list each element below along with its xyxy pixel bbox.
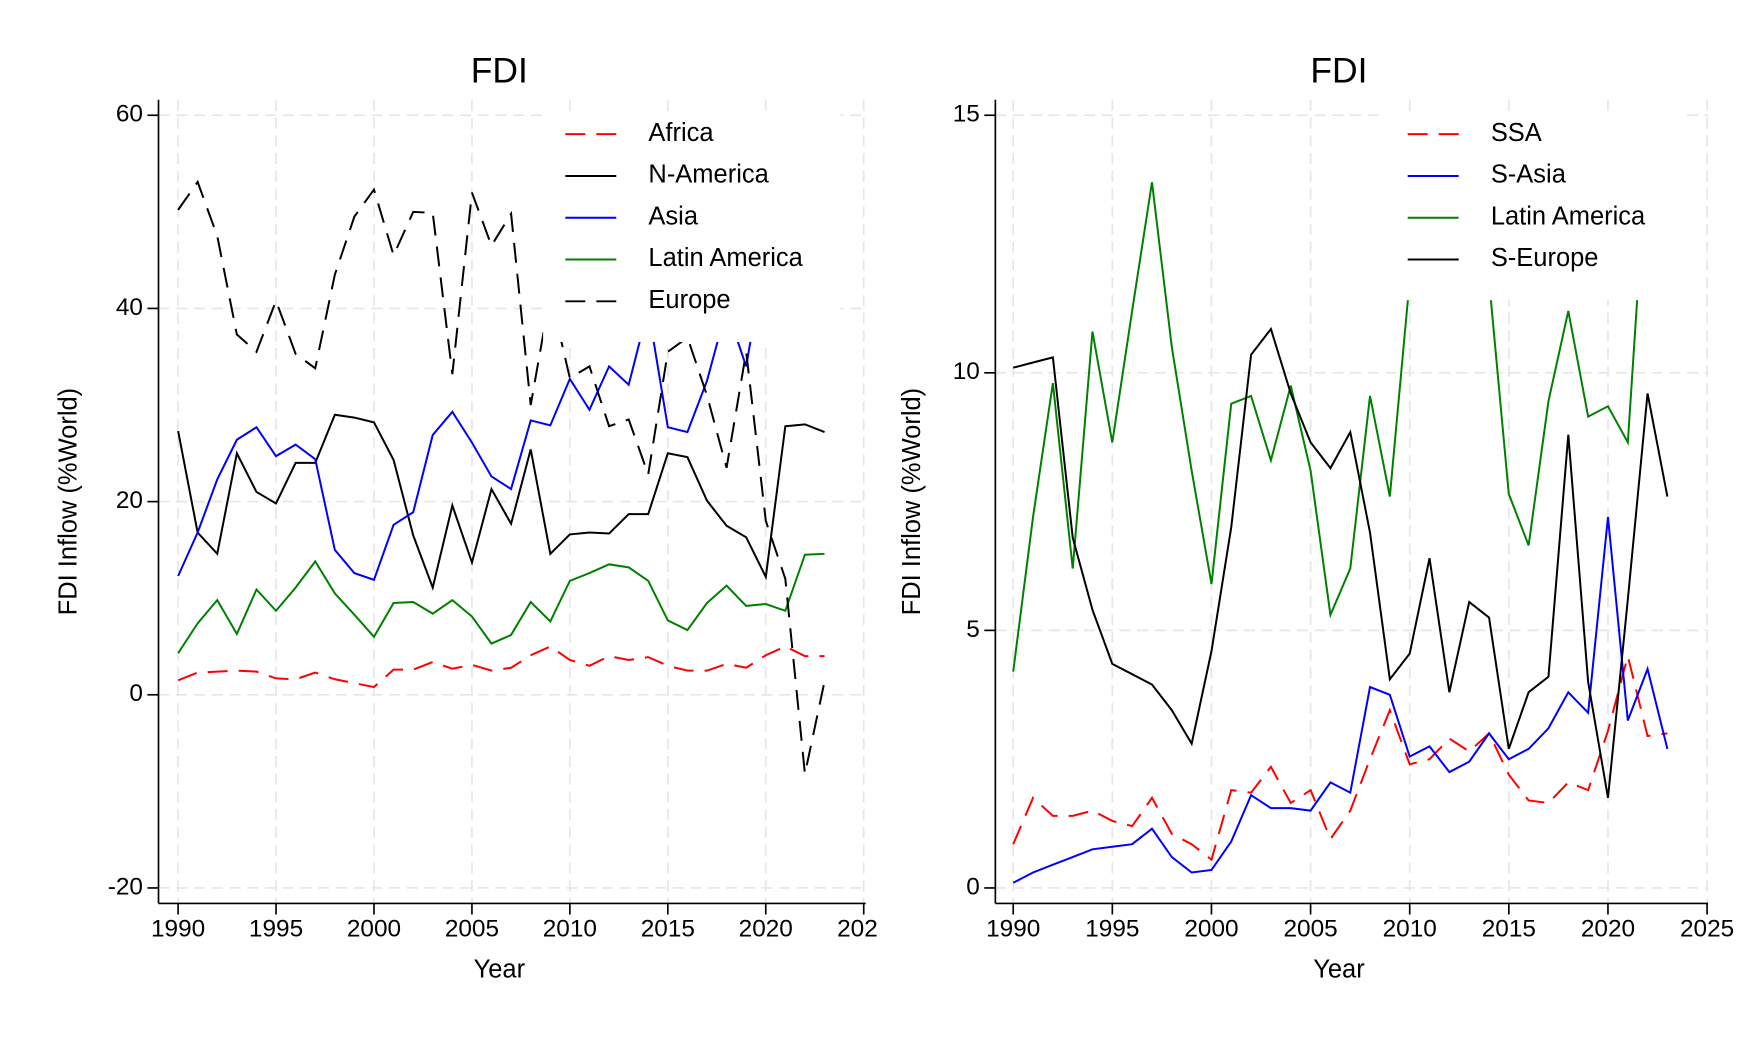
x-tick-label: 2010 — [1383, 915, 1437, 942]
x-tick-label: 1990 — [151, 915, 205, 942]
legend-box — [1385, 113, 1683, 301]
x-tick-label: 202 — [837, 915, 878, 942]
x-tick-label: 2000 — [1184, 915, 1238, 942]
x-tick-label: 2015 — [641, 915, 695, 942]
legend-label: Latin America — [1491, 202, 1646, 230]
y-tick-label: 15 — [953, 101, 980, 128]
legend-label: S-Asia — [1491, 161, 1567, 189]
y-tick-label: 40 — [116, 294, 143, 321]
x-tick-label: 1990 — [986, 915, 1040, 942]
y-tick-label: -20 — [108, 873, 143, 900]
y-tick-label: 10 — [953, 358, 980, 385]
x-tick-label: 2000 — [347, 915, 401, 942]
x-axis-label: Year — [1313, 956, 1365, 984]
legend-label: SSA — [1491, 119, 1542, 147]
legend-label: Latin America — [648, 244, 803, 272]
series-line — [1012, 326, 1669, 798]
series-line — [177, 552, 825, 654]
series-line — [1012, 134, 1668, 672]
y-axis-label: FDI Inflow (%World) — [55, 388, 83, 616]
x-tick-label: 2020 — [739, 915, 793, 942]
x-tick-label: 1995 — [1085, 915, 1139, 942]
x-tick-label: 2005 — [445, 915, 499, 942]
series-line — [177, 413, 825, 592]
y-axis-label: FDI Inflow (%World) — [898, 388, 926, 616]
chart-title: FDI — [471, 51, 528, 91]
x-tick-label: 2005 — [1283, 915, 1337, 942]
y-tick-label: 0 — [129, 680, 143, 707]
y-tick-label: 5 — [966, 616, 980, 643]
series-line — [177, 645, 825, 689]
x-tick-label: 2015 — [1482, 915, 1536, 942]
legend-label: N-America — [648, 161, 769, 189]
x-axis-label: Year — [474, 956, 526, 984]
legend: SSA S-Asia Latin America S-Europe — [1385, 113, 1683, 301]
x-tick-label: 2025 — [1680, 915, 1734, 942]
legend-label: Europe — [648, 286, 730, 314]
legend-label: Asia — [648, 202, 698, 230]
x-tick-label: 2020 — [1581, 915, 1635, 942]
x-tick-label: 1995 — [249, 915, 303, 942]
legend-label: Africa — [648, 119, 714, 147]
x-tick-label: 2010 — [543, 915, 597, 942]
legend: Africa N-America Asia Latin America Europe — [543, 113, 841, 342]
y-tick-label: 20 — [116, 487, 143, 514]
y-tick-label: 0 — [966, 873, 980, 900]
legend-box — [543, 113, 841, 342]
series-line — [1012, 516, 1669, 884]
legend-label: S-Europe — [1491, 244, 1599, 272]
chart-title: FDI — [1310, 51, 1367, 91]
series-line — [177, 179, 826, 775]
series-line — [177, 239, 825, 582]
y-tick-label: 60 — [116, 101, 143, 128]
series-line — [1012, 655, 1668, 862]
